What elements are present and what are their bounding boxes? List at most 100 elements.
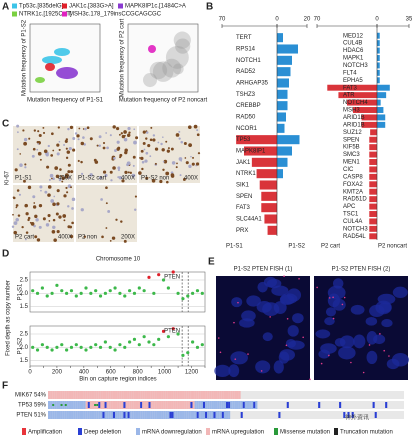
alteration (142, 391, 145, 399)
gene-label: FOXA2 (343, 182, 363, 188)
cell-dot (23, 141, 28, 146)
cell-dot (150, 126, 153, 129)
point (103, 340, 107, 344)
alteration (110, 411, 113, 419)
alteration (236, 391, 239, 399)
alteration (81, 411, 84, 419)
alteration (104, 391, 107, 399)
legend-swatch (12, 3, 17, 9)
cell-dot (67, 170, 71, 174)
image-title: P1-S2 PTEN FISH (2) (332, 267, 391, 273)
alteration (182, 391, 185, 399)
gene-label: CREBBP (236, 103, 261, 109)
alteration (115, 401, 118, 409)
cell-dot (175, 166, 178, 169)
cell-dot (146, 131, 149, 134)
alteration (102, 401, 105, 409)
bar (264, 214, 277, 224)
cell-dot (39, 185, 43, 189)
cell-dot (123, 239, 127, 243)
point (181, 297, 185, 301)
cell-dot (175, 133, 180, 137)
density-blob (175, 38, 191, 54)
gene-label: RAD50 (236, 115, 256, 121)
cell-dot (178, 157, 183, 161)
point (50, 291, 54, 295)
density-blob (56, 67, 78, 79)
nucleus (255, 360, 271, 374)
cell-dot (61, 176, 65, 180)
cell-dot (127, 171, 130, 174)
point (108, 345, 112, 349)
tile-mag: 400X (121, 176, 135, 182)
stain-label: Ki-67 (5, 170, 11, 185)
signal (233, 321, 235, 324)
alteration (205, 401, 208, 409)
cell-dot (116, 140, 120, 144)
alteration (85, 401, 88, 409)
alteration (226, 391, 229, 399)
cell-dot (43, 131, 46, 134)
alteration (182, 401, 185, 409)
alteration (119, 411, 122, 419)
cell-dot (33, 202, 36, 204)
alteration (234, 401, 237, 409)
cell-dot (102, 170, 107, 174)
alteration (228, 402, 231, 408)
gene-label: SPEN (236, 194, 252, 200)
alteration (198, 391, 201, 399)
cell-dot (126, 133, 131, 138)
cell-dot (36, 148, 39, 151)
alteration (318, 402, 321, 408)
legend-label: mRNA downregulation (142, 430, 202, 436)
tick-label: 0 (275, 17, 279, 23)
cell-dot (66, 191, 69, 194)
bar (261, 203, 277, 213)
bar (277, 67, 291, 77)
point (142, 335, 146, 339)
cell-dot (112, 166, 116, 170)
bar (377, 62, 380, 69)
point (186, 294, 190, 298)
signal (285, 344, 288, 347)
alteration (188, 401, 191, 409)
alteration (228, 411, 231, 419)
gene-label: SUZ12 (343, 130, 362, 136)
density-blob (149, 61, 168, 80)
point (147, 275, 151, 279)
cell-dot (66, 150, 71, 154)
cell-dot (48, 220, 51, 222)
gene-label: ARID1B (343, 115, 365, 121)
alteration (146, 391, 149, 399)
gene-label: NCOR1 (236, 126, 258, 132)
cell-dot (54, 166, 59, 170)
cell-dot (64, 139, 68, 143)
cell-dot (40, 189, 42, 192)
alteration (167, 401, 170, 409)
point (108, 289, 112, 293)
y-axis-label: Mutation frequency of P2 cart (120, 18, 126, 97)
alteration (64, 411, 67, 419)
cell-dot (17, 214, 21, 217)
alteration (66, 411, 69, 419)
alteration (246, 401, 250, 409)
alteration (131, 401, 134, 409)
alteration (104, 411, 107, 419)
cell-dot (89, 173, 93, 177)
cell-dot (34, 214, 38, 219)
gene-label: RAD51D (343, 197, 367, 203)
y-axis-label: Fixed depth as copy number (6, 280, 12, 356)
alteration (79, 391, 82, 399)
cell-dot (154, 162, 157, 165)
cell-dot (89, 137, 93, 141)
tile-mag: 400X (58, 176, 72, 182)
cell-dot (116, 127, 120, 131)
cell-dot (107, 210, 111, 213)
cell-dot (63, 143, 66, 146)
alteration (173, 411, 176, 419)
signal (237, 301, 239, 304)
cell-dot (129, 171, 133, 175)
alteration (232, 391, 235, 399)
cell-dot (160, 142, 163, 146)
